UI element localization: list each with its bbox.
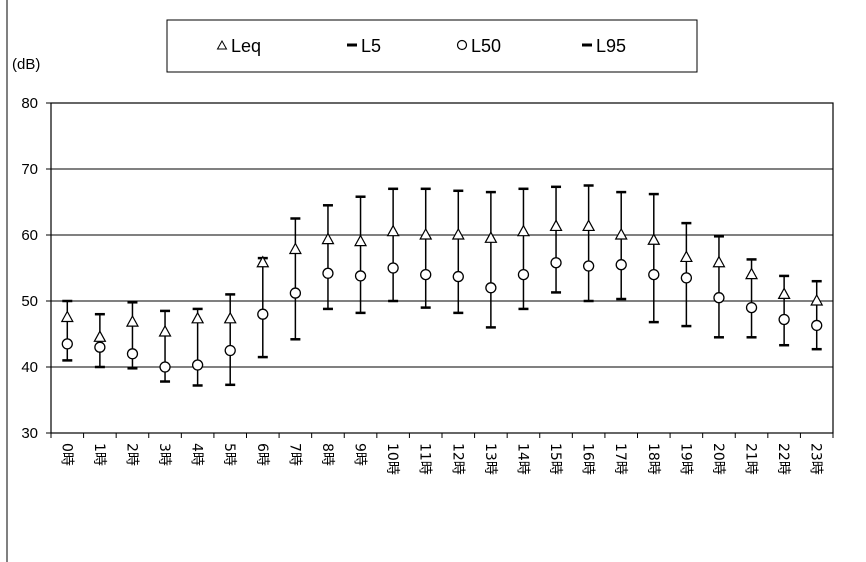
x-tick-label-16: 16時 xyxy=(580,443,596,475)
point-leq xyxy=(647,233,661,245)
point-leq xyxy=(777,287,791,299)
x-tick-label-18: 18時 xyxy=(645,443,661,475)
legend-label-leq: Leq xyxy=(231,36,261,56)
point-leq xyxy=(745,267,759,280)
point-l50 xyxy=(322,267,334,279)
point-l50 xyxy=(94,341,106,353)
legend-label-l95: L95 xyxy=(596,36,626,56)
x-tick-label-4: 4時 xyxy=(189,443,205,466)
point-leq xyxy=(582,219,596,232)
point-l50 xyxy=(126,348,139,360)
point-leq xyxy=(191,311,205,324)
point-l50 xyxy=(550,257,562,269)
point-l50 xyxy=(713,292,725,304)
point-l50 xyxy=(452,270,464,283)
point-leq xyxy=(321,232,335,245)
plot-area: 80 70 60 50 40 30 0時 1時 2時 3時 4時 5時 6時 7時 8時 9時 10時 11時 12… xyxy=(21,95,834,475)
plot-frame xyxy=(50,102,834,434)
x-tick-label-8: 8時 xyxy=(319,443,335,466)
point-l50 xyxy=(745,301,758,314)
legend: Leq L5 L50 L95 xyxy=(216,36,626,56)
point-leq xyxy=(288,242,302,255)
x-tick-label-15: 15時 xyxy=(547,443,563,475)
x-tick-label-23: 23時 xyxy=(808,443,824,475)
x-tick-label-7: 7時 xyxy=(286,443,302,466)
x-tick-label-12: 12時 xyxy=(449,443,465,475)
point-l50 xyxy=(224,344,236,357)
point-leq xyxy=(810,293,824,306)
point-l50 xyxy=(387,262,399,274)
x-tick-label-11: 11時 xyxy=(417,443,433,475)
point-leq xyxy=(158,324,172,337)
point-leq xyxy=(419,227,433,240)
x-tick-label-5: 5時 xyxy=(221,443,237,466)
point-l50 xyxy=(517,268,530,281)
point-l50 xyxy=(485,282,497,294)
point-l50 xyxy=(778,313,790,326)
x-tick-label-21: 21時 xyxy=(743,443,759,475)
point-l50 xyxy=(811,319,823,332)
point-leq xyxy=(712,255,726,268)
point-leq xyxy=(549,219,563,232)
legend-label-l5: L5 xyxy=(361,36,381,56)
point-l50 xyxy=(289,287,302,299)
point-leq xyxy=(451,227,465,240)
x-tick-label-0: 0時 xyxy=(58,443,74,466)
point-leq xyxy=(614,227,628,240)
x-tick-label-20: 20時 xyxy=(710,443,726,475)
point-l50 xyxy=(615,259,627,271)
point-leq xyxy=(256,255,270,268)
x-tick-label-14: 14時 xyxy=(514,443,530,475)
point-l50 xyxy=(680,272,693,284)
point-leq xyxy=(484,231,498,243)
point-l50 xyxy=(648,268,660,281)
legend-marker-leq xyxy=(216,39,228,50)
point-leq xyxy=(223,311,237,324)
point-l50 xyxy=(582,260,595,272)
y-tick-label-40: 40 xyxy=(21,359,38,376)
point-l50 xyxy=(159,361,171,373)
point-l50 xyxy=(191,359,204,371)
point-l50 xyxy=(420,268,432,281)
x-tick-label-1: 1時 xyxy=(91,443,107,466)
point-l50 xyxy=(257,308,269,320)
x-tick-label-3: 3時 xyxy=(156,443,172,466)
x-tick-label-10: 10時 xyxy=(384,443,400,475)
y-tick-label-80: 80 xyxy=(21,95,38,112)
point-leq xyxy=(60,310,74,323)
point-leq xyxy=(516,224,530,237)
point-l50 xyxy=(61,338,73,350)
x-tick-label-2: 2時 xyxy=(123,443,139,466)
legend-marker-l50 xyxy=(456,39,468,51)
y-tick-label-30: 30 xyxy=(21,425,38,442)
x-tick-label-19: 19時 xyxy=(677,443,693,475)
point-l50 xyxy=(354,270,367,282)
x-tick-label-17: 17時 xyxy=(612,443,628,475)
legend-label-l50: L50 xyxy=(471,36,501,56)
y-tick-label-70: 70 xyxy=(21,161,38,178)
legend-box xyxy=(166,19,698,73)
point-leq xyxy=(386,224,400,237)
point-leq xyxy=(125,314,139,327)
y-tick-label-50: 50 xyxy=(21,293,38,310)
point-leq xyxy=(354,234,368,247)
x-tick-label-9: 9時 xyxy=(352,443,368,466)
x-tick-label-22: 22時 xyxy=(775,443,791,475)
x-tick-label-6: 6時 xyxy=(254,443,270,466)
x-tick-label-13: 13時 xyxy=(482,443,498,475)
y-tick-label-60: 60 xyxy=(21,227,38,244)
point-leq xyxy=(679,250,693,263)
unit-label: (dB) xyxy=(12,56,40,73)
point-leq xyxy=(93,330,107,342)
